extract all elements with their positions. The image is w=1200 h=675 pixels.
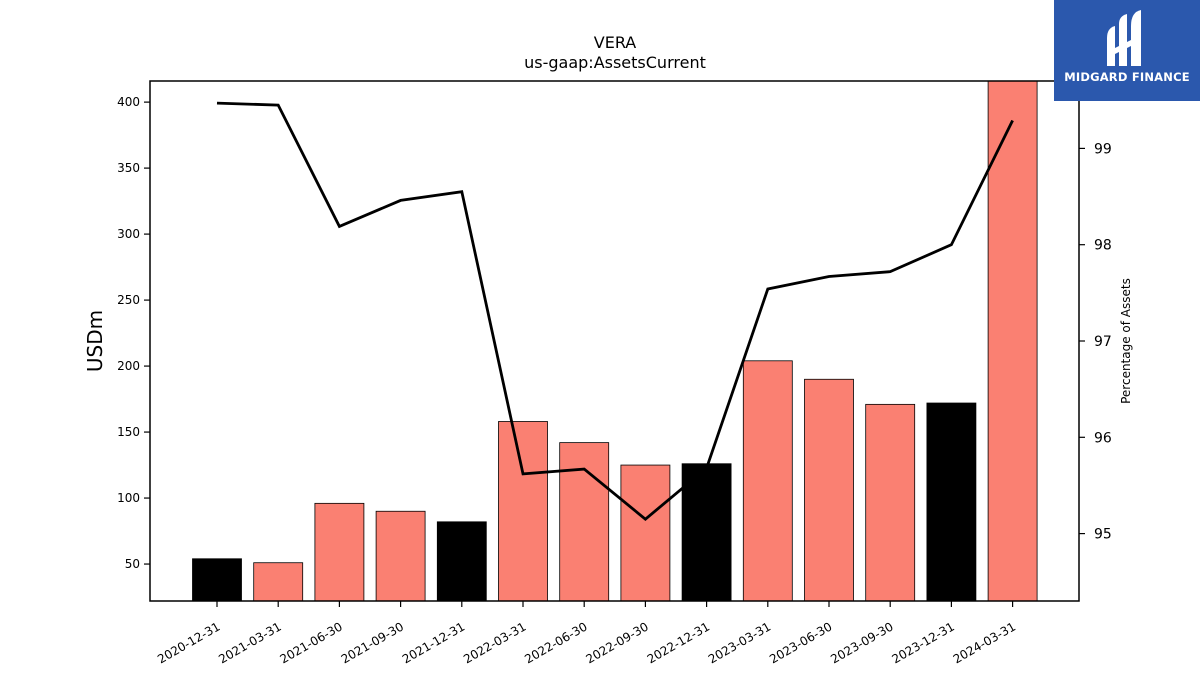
y-left-axis: 50 100 150 200 250 300 350 400: [117, 95, 150, 571]
y-tick-label: 100: [117, 491, 140, 505]
y-axis-label: USDm: [83, 310, 107, 372]
brand-name: MIDGARD FINANCE: [1064, 70, 1190, 84]
bar-2020-12-31: [192, 558, 242, 602]
x-tick-label: 2024-03-31: [951, 619, 1018, 666]
chart-subtitle: us-gaap:AssetsCurrent: [524, 53, 706, 72]
y2-tick-label: 95: [1094, 527, 1112, 543]
y-tick-label: 300: [117, 227, 140, 241]
bar-2024-03-31: [987, 80, 1038, 602]
y-tick-label: 350: [117, 161, 140, 175]
y2-tick-label: 96: [1094, 430, 1112, 446]
x-tick-label: 2023-06-30: [767, 619, 834, 666]
x-tick-label: 2021-12-31: [400, 619, 467, 666]
y-tick-label: 250: [117, 293, 140, 307]
x-tick-label: 2022-12-31: [645, 619, 712, 666]
midgard-logo-icon: [1107, 10, 1141, 66]
bar-2021-06-30: [314, 502, 365, 602]
y2-axis-label: Percentage of Assets: [1119, 278, 1133, 404]
x-tick-label: 2021-09-30: [339, 619, 406, 666]
bars-layer: [192, 80, 1038, 602]
y-tick-label: 50: [125, 557, 140, 571]
x-tick-label: 2023-12-31: [889, 619, 956, 666]
bar-2022-03-31: [498, 421, 548, 602]
y-tick-label: 200: [117, 359, 140, 373]
bar-2021-03-31: [253, 562, 304, 602]
chart-title: VERA: [594, 33, 637, 52]
y-right-axis: 95 96 97 98 99: [1079, 141, 1112, 543]
bar-2023-03-31: [742, 360, 793, 602]
bar-2022-06-30: [559, 442, 610, 602]
percentage-line: [216, 101, 1014, 521]
y-tick-label: 150: [117, 425, 140, 439]
x-tick-label: 2021-03-31: [216, 619, 283, 666]
x-axis: 2020-12-312021-03-312021-06-302021-09-30…: [155, 601, 1018, 666]
x-tick-label: 2021-06-30: [277, 619, 344, 666]
x-tick-label: 2023-09-30: [828, 619, 895, 666]
bar-2023-12-31: [926, 402, 977, 602]
bar-2021-09-30: [375, 510, 426, 602]
y2-tick-label: 97: [1094, 334, 1112, 350]
y-tick-label: 400: [117, 95, 140, 109]
x-tick-label: 2022-03-31: [461, 619, 528, 666]
y2-tick-label: 98: [1094, 238, 1112, 254]
y2-tick-label: 99: [1094, 141, 1112, 157]
x-tick-label: 2020-12-31: [155, 619, 222, 666]
brand-logo: MIDGARD FINANCE: [1054, 0, 1200, 101]
bar-2022-09-30: [620, 464, 671, 602]
x-tick-label: 2022-06-30: [522, 619, 589, 666]
bar-2023-06-30: [804, 378, 854, 602]
x-tick-label: 2022-09-30: [583, 619, 650, 666]
bar-2023-09-30: [865, 403, 916, 602]
x-tick-label: 2023-03-31: [706, 619, 773, 666]
line-layer: [216, 101, 1014, 521]
bar-2021-12-31: [436, 521, 487, 602]
bar-2022-12-31: [681, 463, 732, 602]
